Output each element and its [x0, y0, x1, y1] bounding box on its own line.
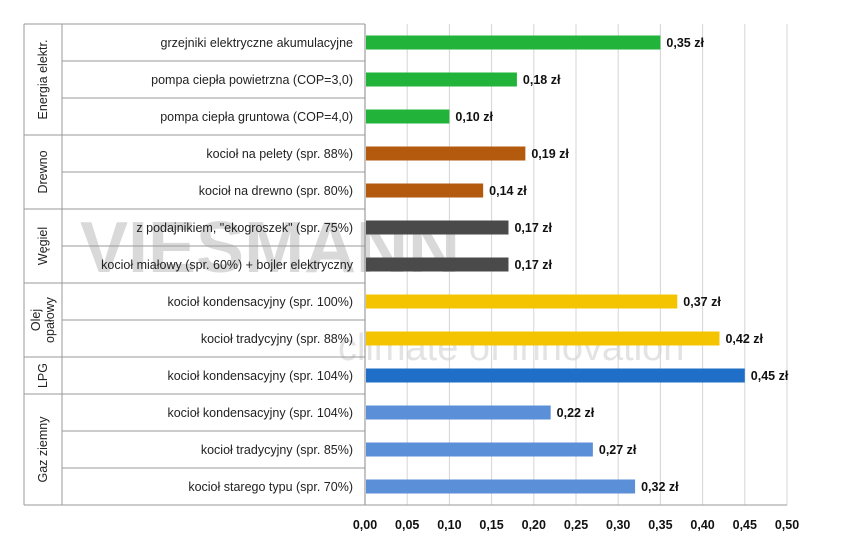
grid	[364, 24, 788, 505]
group-label: Olej	[29, 309, 43, 331]
group-label: Gaz ziemny	[36, 416, 50, 483]
group-label: opałowy	[43, 296, 57, 343]
category-label: kocioł kondensacyjny (spr. 104%)	[167, 369, 353, 383]
category-label: pompa ciepła powietrzna (COP=3,0)	[151, 73, 353, 87]
bar	[366, 72, 517, 87]
x-tick-label: 0,30	[606, 518, 630, 532]
bar	[366, 442, 593, 457]
x-tick-label: 0,05	[395, 518, 419, 532]
category-label: kocioł tradycyjny (spr. 88%)	[201, 332, 353, 346]
value-label: 0,10 zł	[455, 110, 493, 124]
bar	[366, 220, 509, 235]
x-tick-label: 0,40	[690, 518, 714, 532]
category-label: kocioł starego typu (spr. 70%)	[188, 480, 353, 494]
category-label: z podajnikiem, "ekogroszek" (spr. 75%)	[136, 221, 353, 235]
x-tick-label: 0,10	[437, 518, 461, 532]
category-label: grzejniki elektryczne akumulacyjne	[161, 36, 353, 50]
value-label: 0,27 zł	[599, 443, 637, 457]
value-label: 0,37 zł	[683, 295, 721, 309]
bar	[366, 257, 509, 272]
bar	[366, 294, 678, 309]
value-label: 0,18 zł	[523, 73, 561, 87]
bar	[366, 183, 484, 198]
category-label: kocioł na drewno (spr. 80%)	[199, 184, 353, 198]
x-tick-label: 0,25	[564, 518, 588, 532]
x-tick-label: 0,35	[648, 518, 672, 532]
x-tick-label: 0,15	[479, 518, 503, 532]
category-label: kocioł na pelety (spr. 88%)	[206, 147, 353, 161]
group-label: Drewno	[36, 150, 50, 193]
x-tick-label: 0,00	[353, 518, 377, 532]
labels: Energia elektr. Drewno Węgiel Olej opałowy LP…	[29, 36, 789, 494]
group-label: Energia elektr.	[36, 40, 50, 120]
x-tick-label: 0,45	[733, 518, 757, 532]
value-label: 0,42 zł	[725, 332, 763, 346]
bar	[366, 368, 745, 383]
group-label: Węgiel	[36, 227, 50, 265]
x-tick-label: 0,50	[775, 518, 799, 532]
bar	[366, 405, 551, 420]
category-label: kocioł kondensacyjny (spr. 104%)	[167, 406, 353, 420]
category-label: kocioł miałowy (spr. 60%) + bojler elekt…	[101, 258, 354, 272]
value-label: 0,19 zł	[531, 147, 569, 161]
value-label: 0,35 zł	[666, 36, 704, 50]
x-axis: 0,00 0,05 0,10 0,15 0,20 0,25 0,30 0,35 0,40 0,45…	[353, 518, 799, 532]
bar	[366, 331, 720, 346]
value-label: 0,45 zł	[751, 369, 789, 383]
bars	[366, 35, 745, 494]
category-label: kocioł kondensacyjny (spr. 100%)	[167, 295, 353, 309]
bar	[366, 109, 450, 124]
bar	[366, 146, 526, 161]
value-label: 0,14 zł	[489, 184, 527, 198]
category-label: pompa ciepła gruntowa (COP=4,0)	[160, 110, 353, 124]
x-tick-label: 0,20	[522, 518, 546, 532]
watermark-brand: VIESMANN	[80, 208, 460, 288]
value-label: 0,32 zł	[641, 480, 679, 494]
value-label: 0,17 zł	[514, 221, 552, 235]
value-label: 0,17 zł	[514, 258, 552, 272]
group-label: LPG	[36, 363, 50, 388]
category-frame	[23, 23, 787, 506]
bar	[366, 479, 636, 494]
category-label: kocioł tradycyjny (spr. 85%)	[201, 443, 353, 457]
bar	[366, 35, 661, 50]
value-label: 0,22 zł	[557, 406, 595, 420]
